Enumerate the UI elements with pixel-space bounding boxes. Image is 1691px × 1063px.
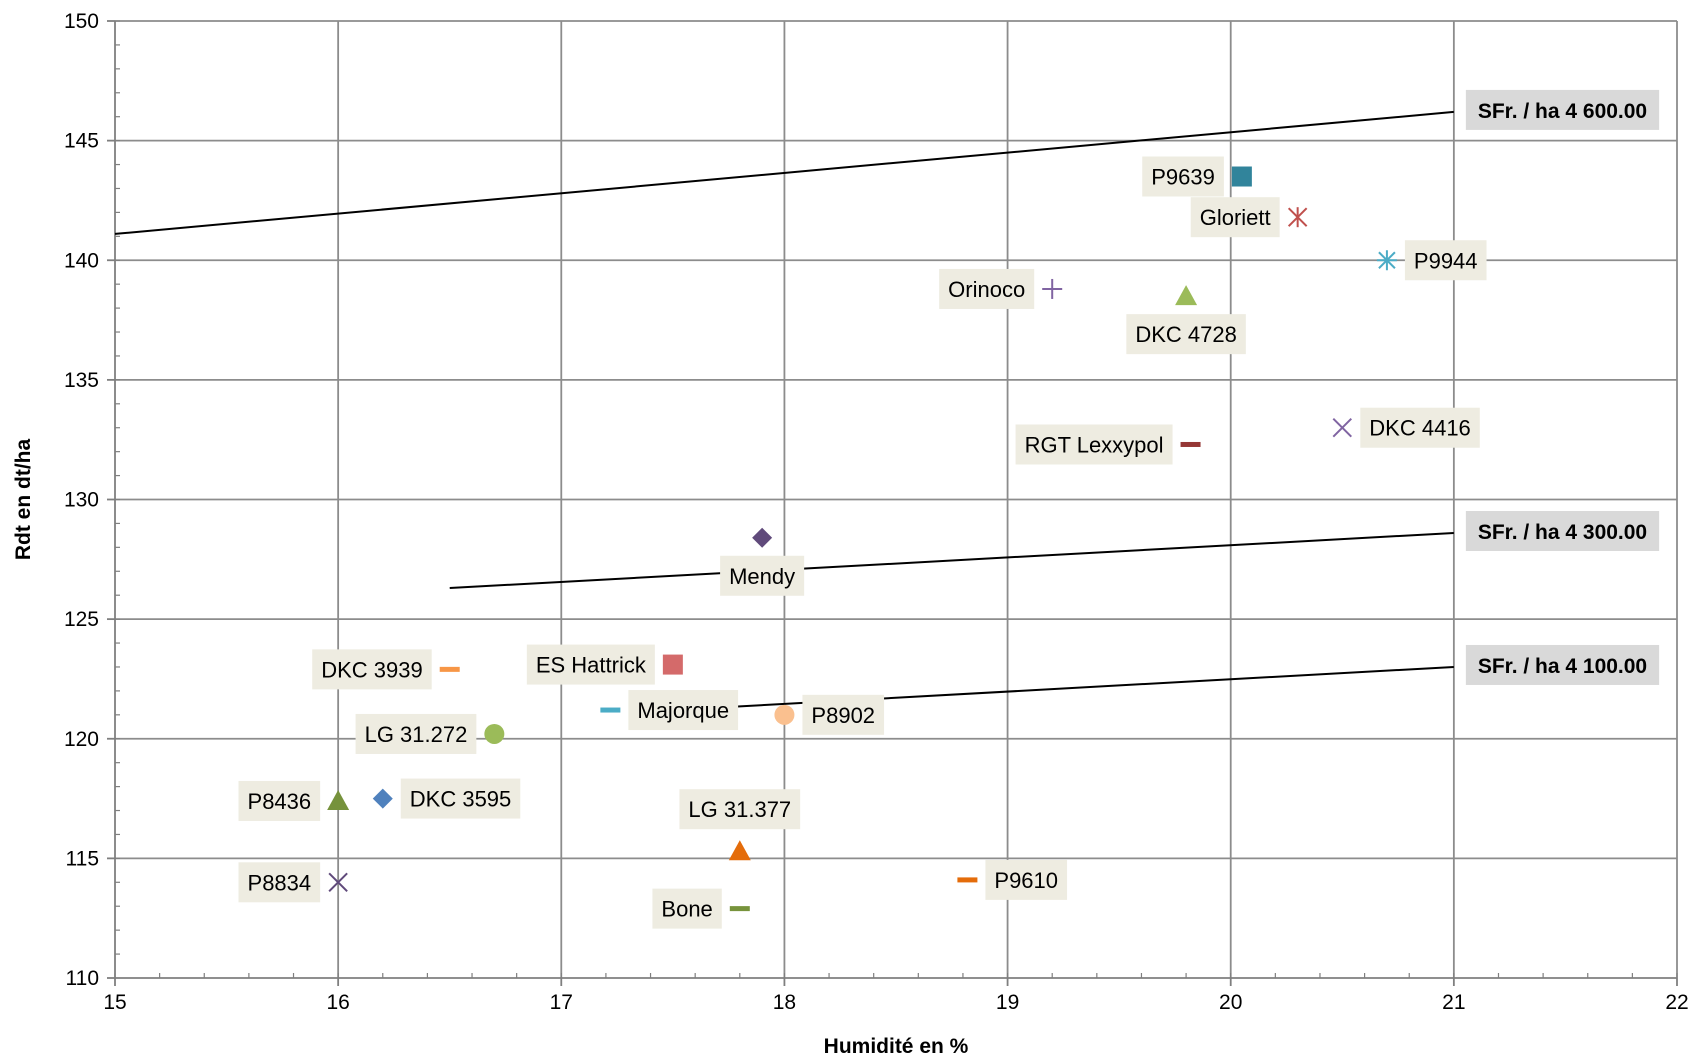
data-point-star-x (1287, 207, 1308, 228)
point-label-box (985, 859, 1068, 900)
point-label-box (1360, 407, 1480, 448)
point-label-box (628, 690, 739, 731)
point-label: P8834 (248, 870, 312, 895)
data-point-dash (439, 666, 460, 672)
y-tick-label: 110 (66, 967, 99, 990)
y-tick-label: 150 (64, 10, 99, 33)
x-tick-label: 22 (1665, 991, 1688, 1014)
y-tick-label: 130 (64, 489, 99, 512)
point-label: ES Hattrick (536, 653, 647, 678)
data-point-asterisk (1376, 250, 1397, 271)
point-label-box (652, 888, 722, 929)
point-label: DKC 4416 (1369, 416, 1471, 441)
y-tick-label: 125 (64, 608, 99, 631)
y-tick-label: 145 (64, 130, 99, 153)
x-tick-label: 18 (773, 991, 796, 1014)
grid-lines (115, 20, 1678, 978)
x-axis-title: Humidité en % (824, 1035, 969, 1058)
point-label: DKC 3939 (321, 657, 423, 682)
y-tick-label: 140 (64, 249, 99, 272)
y-tick-label: 115 (66, 847, 99, 870)
data-point-x (328, 872, 348, 893)
data-point-dash (600, 707, 621, 713)
point-label-box (355, 713, 477, 754)
point-label-box (238, 780, 321, 821)
point-label-box (720, 555, 805, 596)
point-label: P9944 (1414, 248, 1478, 273)
data-point-diamond (372, 788, 393, 809)
x-tick-label: 15 (103, 991, 126, 1014)
data-point-x (1332, 418, 1352, 438)
point-label-box (1404, 240, 1487, 281)
point-label-box (802, 694, 885, 735)
line-label-box (1465, 644, 1660, 685)
point-label-box (1142, 156, 1224, 197)
point-label: P9610 (994, 868, 1058, 893)
line-label-box (1465, 89, 1660, 130)
point-label: Bone (661, 897, 712, 922)
x-tick-label: 19 (996, 991, 1019, 1014)
point-label: P8436 (248, 789, 312, 814)
point-label: Orinoco (948, 277, 1025, 302)
data-point-square (1231, 166, 1252, 187)
profit-line (449, 531, 1454, 590)
line-label: SFr. / ha 4 100.00 (1478, 655, 1647, 678)
profit-line (114, 110, 1454, 235)
data-points (327, 166, 1397, 912)
point-labels: SFr. / ha 4 600.00 SFr. / ha 4 300.00 SFr.… (238, 89, 1660, 929)
point-label-box (312, 649, 432, 690)
point-label-box (526, 644, 655, 685)
y-axis-title: Rdt en dt/ha (12, 439, 35, 561)
y-tick-label: 120 (64, 728, 99, 751)
data-point-circle (484, 723, 505, 744)
point-label-box (400, 778, 521, 819)
point-label-box (1190, 197, 1280, 238)
y-tick-label: 135 (64, 369, 99, 392)
profit-line (672, 665, 1454, 712)
point-label: Mendy (729, 564, 795, 589)
x-tick-label: 21 (1442, 991, 1465, 1014)
data-point-triangle (1175, 285, 1198, 306)
data-point-plus (1042, 278, 1063, 299)
point-label-box (1126, 314, 1246, 355)
point-label: Majorque (637, 698, 729, 723)
data-point-triangle (728, 840, 751, 861)
x-tick-label: 20 (1219, 991, 1242, 1014)
point-label: LG 31.377 (688, 797, 791, 822)
data-point-dash (957, 877, 978, 883)
point-label-box (1015, 424, 1173, 465)
point-label: DKC 3595 (410, 787, 512, 812)
point-label: P9639 (1151, 165, 1215, 190)
line-label: SFr. / ha 4 300.00 (1478, 521, 1647, 544)
point-label: LG 31.272 (365, 722, 468, 747)
x-tick-label: 17 (550, 991, 573, 1014)
data-point-circle (774, 704, 795, 725)
point-label: DKC 4728 (1135, 322, 1237, 347)
point-label-box (679, 789, 801, 830)
point-label: RGT Lexxypol (1025, 432, 1164, 457)
axes: 15 16 17 18 19 20 21 22 110 115 120 125 130 135 140 145… (64, 10, 1689, 1014)
data-point-diamond (752, 527, 773, 548)
line-label-box (1465, 510, 1660, 551)
line-label: SFr. / ha 4 600.00 (1478, 100, 1647, 123)
data-point-dash (1180, 441, 1201, 447)
data-point-square (662, 654, 683, 675)
point-label: Gloriett (1200, 205, 1271, 230)
point-label-box (939, 268, 1035, 309)
data-point-triangle (327, 789, 350, 810)
point-label-box (238, 862, 321, 903)
x-tick-label: 16 (326, 991, 349, 1014)
data-point-dash (729, 906, 750, 912)
point-label: P8902 (811, 703, 875, 728)
